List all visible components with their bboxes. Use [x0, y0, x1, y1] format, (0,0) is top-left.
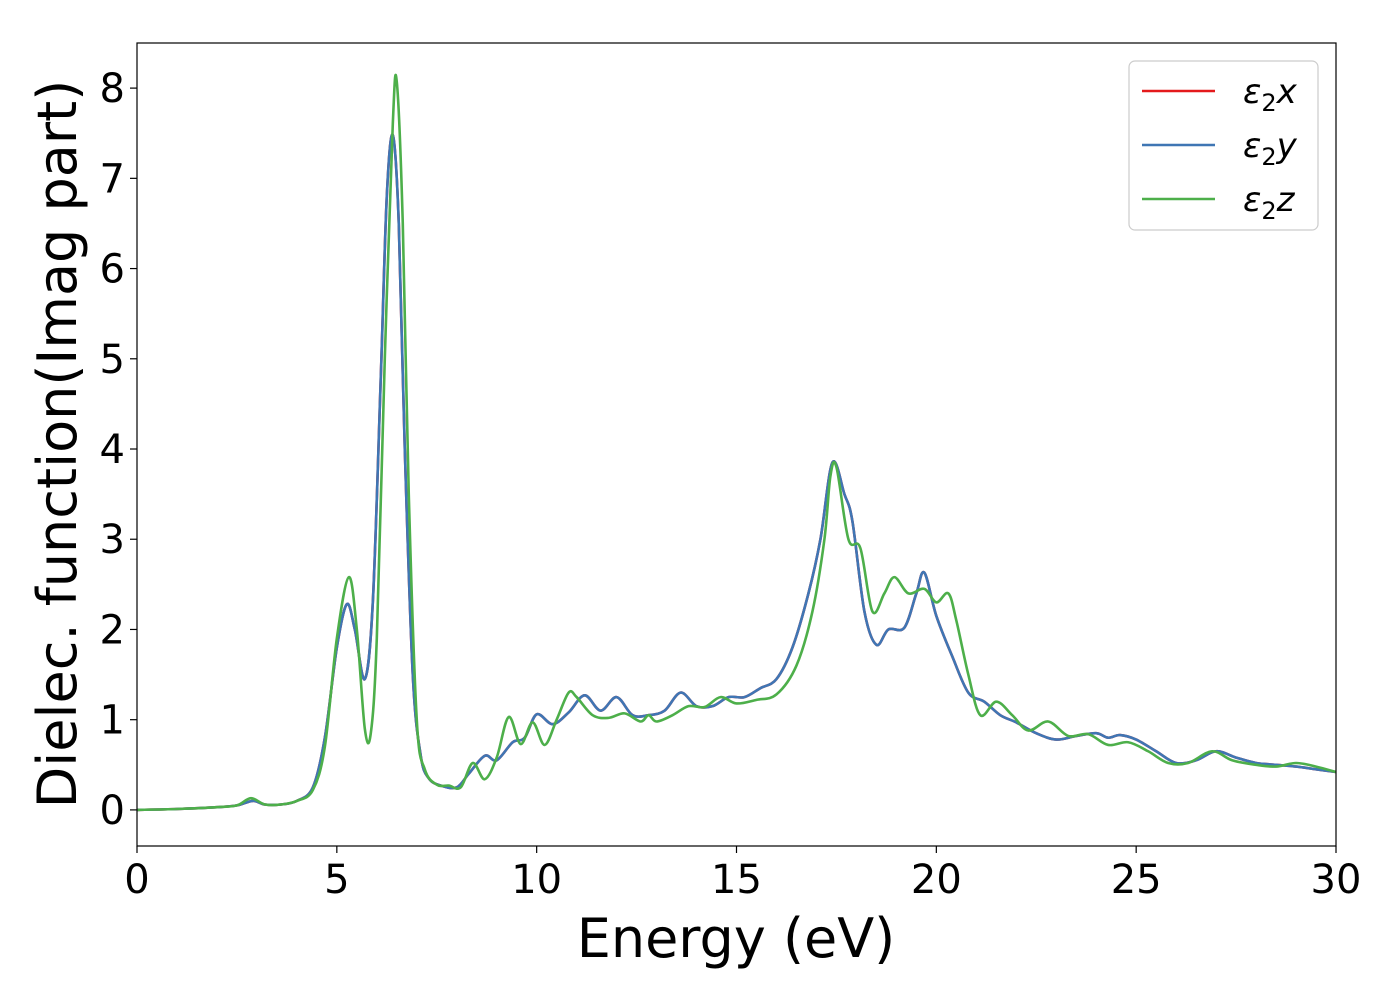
y-axis: 0 1 2 3 4 5 6 7 8: [100, 66, 137, 834]
y-tick-label: 2: [100, 607, 125, 653]
y-tick-label: 5: [100, 337, 125, 383]
legend-label-x: ε2x: [1243, 72, 1298, 117]
x-tick-label: 10: [511, 857, 562, 903]
y-tick-label: 7: [100, 156, 125, 202]
y-tick-label: 1: [100, 698, 125, 744]
legend-label-z: ε2z: [1243, 180, 1296, 225]
x-tick-label: 0: [124, 857, 149, 903]
x-tick-label: 15: [711, 857, 762, 903]
y-tick-label: 4: [100, 427, 125, 473]
x-axis-label: Energy (eV): [577, 907, 896, 970]
y-tick-label: 3: [100, 517, 125, 563]
legend: ε2x ε2y ε2z: [1128, 60, 1319, 231]
x-tick-label: 5: [324, 857, 349, 903]
x-tick-label: 20: [911, 857, 962, 903]
legend-box: [1128, 60, 1319, 231]
y-tick-label: 8: [100, 66, 125, 112]
x-axis: 0 5 10 15 20 25 30: [124, 846, 1361, 903]
legend-label-y: ε2y: [1243, 126, 1298, 171]
x-tick-label: 30: [1311, 857, 1362, 903]
y-axis-label: Dielec. function(Imag part): [26, 80, 89, 809]
x-tick-label: 25: [1111, 857, 1162, 903]
y-tick-label: 0: [100, 788, 125, 834]
series-line-z: [137, 73, 1336, 812]
series-layer: [137, 73, 1336, 812]
y-tick-label: 6: [100, 247, 125, 293]
